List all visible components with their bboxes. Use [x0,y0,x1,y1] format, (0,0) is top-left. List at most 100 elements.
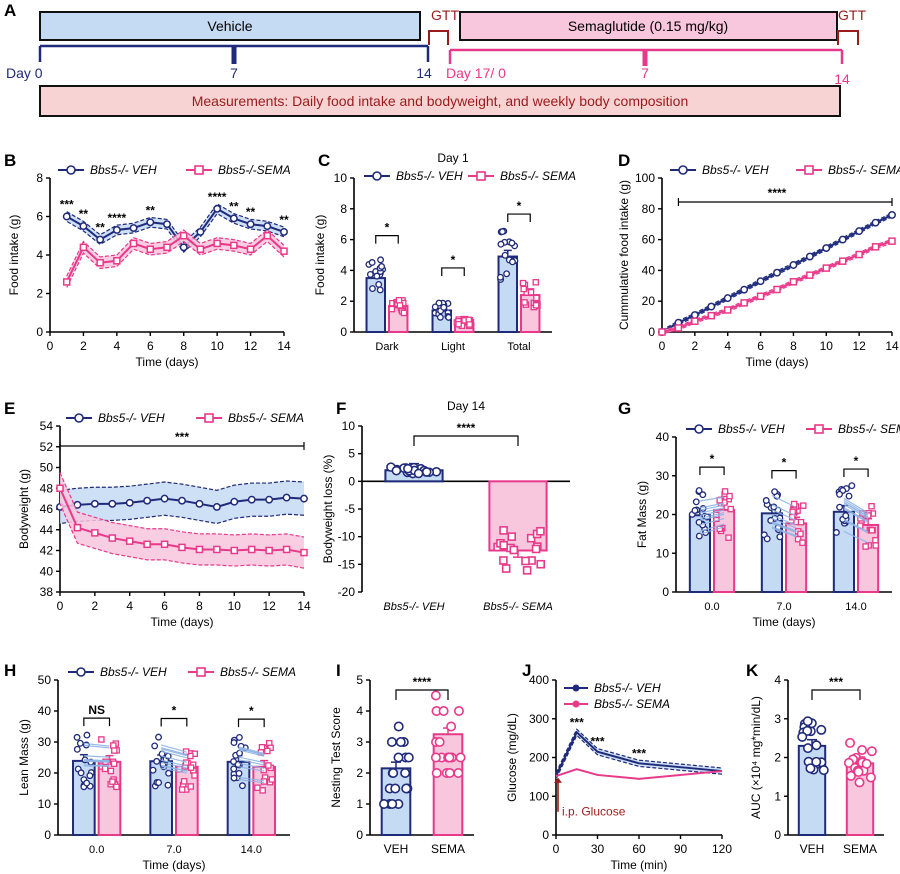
dot-H-VEH-0-12 [73,745,81,753]
dot-H-VEH-1-12 [149,766,157,774]
pair-line-G-2-2 [843,519,869,534]
point-D-VEH-10 [822,244,831,253]
pair-line-G-2-7 [843,500,869,516]
dot-K-0-13 [811,756,822,767]
category-label-H-2: 14.0 [241,844,262,856]
x-tick-label-J-3: 90 [674,842,688,856]
point-E-SEMA-8 [195,545,204,554]
category-label-G-2: 14.0 [845,601,866,613]
dot-G-SEMA-1-13 [797,530,804,538]
dot-G-VEH-2-12 [836,490,843,498]
dot-C-VEH-2-6 [496,273,504,281]
x-tick-label-D-2: 4 [724,339,731,353]
dot-G-VEH-1-11 [771,488,779,496]
panel-h: H 0 10 20 30 40 50 Lean Mass (g) 0.0 NS 7.0 * 14.0 * T… [4,661,296,872]
pair-line-G-2-4 [843,530,869,544]
point-D-VEH-7 [773,268,781,277]
y-tick-label-J-4: 400 [529,673,549,687]
dot-H-VEH-1-10 [155,779,163,787]
point-B-VEH-7 [179,243,188,252]
band-upper-J-VEH [555,728,723,774]
pair-line-H-1-1 [161,748,187,757]
y-axis-label-E: Bodyweight (g) [17,469,31,549]
point-D-SEMA-6 [756,292,765,301]
pair-line-G-0-4 [699,512,725,520]
dot-G-SEMA-2-8 [868,503,875,510]
vehicle-tick-label-7: 7 [230,65,238,81]
dot-I-1-15 [446,721,457,732]
y-tick-label-H-2: 20 [38,766,52,780]
pair-line-G-0-0 [699,523,725,532]
x-tick-label-B-0: 0 [47,339,54,353]
dot-K-1-16 [861,758,872,769]
sig-bracket-G-1 [771,469,797,479]
point-E-VEH-14 [300,494,308,503]
legend-marker-J-1 [572,700,580,708]
legend-label-G-1: Bbs5-/- SEMA [838,422,900,436]
legend-label-C-0: Bbs5-/- VEH [396,169,463,183]
y-tick-label-D-5: 100 [635,171,655,185]
dot-H-VEH-2-10 [230,739,238,747]
y-tick-label-B-1: 2 [36,287,43,301]
dot-H-SEMA-1-4 [191,772,198,779]
y-tick-label-G-1: 10 [656,546,670,560]
dot-H-VEH-0-10 [76,739,84,747]
point-D-VEH-11 [838,235,847,244]
point-D-VEH-2 [690,311,699,320]
vehicle-box [39,11,421,41]
x-tick-label-D-5: 10 [820,339,834,353]
point-B-VEH-5 [146,218,155,227]
sig-bracket-H-0 [83,717,111,727]
dot-H-VEH-0-15 [83,779,91,787]
dot-C-SEMA-2-12 [520,285,527,293]
pair-line-G-2-1 [843,508,869,524]
pair-line-G-2-6 [843,518,869,533]
sig-label-C-1: * [451,253,456,267]
x-tick-label-D-1: 2 [692,339,699,353]
sig-bracket-I [395,689,449,700]
legend-label-G-0: Bbs5-/- VEH [718,422,785,436]
dot-G-SEMA-1-5 [799,539,806,546]
pair-line-H-2-3 [238,762,265,769]
sig-label-J-1: *** [590,735,604,749]
point-E-SEMA-10 [230,546,239,555]
category-label-I-1: SEMA [431,842,465,856]
y-axis-label-F: Bodyweight loss (%) [321,455,335,564]
sig-label-H-2: * [249,704,254,718]
legend-marker-D-1 [804,165,814,175]
sig-label-J-0: *** [570,715,584,729]
dot-H-VEH-2-12 [235,769,243,777]
point-E-VEH-12 [265,495,274,504]
legend-label-E-1: Bbs5-/- SEMA [228,411,304,425]
measurements-label: Measurements: Daily food intake and body… [192,93,689,109]
pair-line-H-1-9 [161,759,187,767]
y-tick-label-H-5: 50 [38,673,52,687]
dot-F-1-12 [531,544,541,554]
point-B-SEMA-1 [79,243,88,252]
y-tick-label-B-2: 4 [36,248,43,262]
category-label-F-1: Bbs5-/- SEMA [483,601,553,613]
point-E-SEMA-7 [178,543,186,552]
dot-H-SEMA-1-15 [178,786,186,793]
y-tick-label-F-6: 10 [342,419,356,433]
dot-H-SEMA-1-7 [180,778,188,785]
point-D-SEMA-0 [658,328,666,336]
x-axis-label-H: Time (days) [143,858,206,872]
point-E-VEH-6 [160,494,169,503]
pair-line-H-2-6 [238,759,265,766]
pair-line-H-1-5 [161,755,187,763]
y-tick-label-E-3: 44 [40,523,54,537]
panel-letter-b: B [4,151,16,170]
sig-label-D: **** [768,186,787,200]
pair-line-G-1-8 [771,527,797,538]
point-E-SEMA-1 [73,523,82,532]
point-B-VEH-9 [213,204,222,213]
dot-F-1-13 [501,564,511,573]
sig-label-B-3: **** [108,211,127,225]
dot-H-VEH-0-14 [77,769,85,777]
dot-I-0-12 [403,752,414,763]
dot-I-1-10 [434,736,445,747]
x-tick-label-B-7: 14 [277,339,291,353]
x-axis-label-B: Time (days) [136,355,199,369]
